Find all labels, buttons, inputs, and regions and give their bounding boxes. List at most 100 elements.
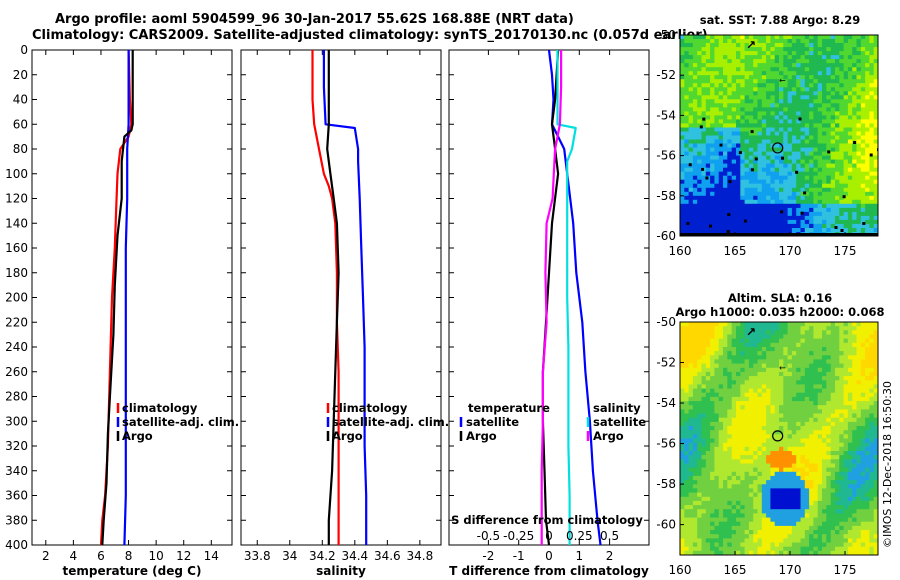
sst_map-pixel: [860, 123, 866, 128]
sst_map-pixel: [796, 159, 802, 165]
sla_map-pixel: [830, 530, 836, 535]
sst_map-pixel: [800, 115, 806, 120]
sst_map-pixel: [680, 131, 685, 137]
sst_map-pixel: [757, 71, 763, 76]
sst_map-pixel: [753, 51, 759, 56]
sla_map-pixel: [692, 409, 698, 415]
sla_map-pixel: [809, 509, 814, 514]
sst_map-pixel: [774, 75, 780, 80]
sst_map-pixel: [865, 99, 870, 104]
sla_map-pixel: [744, 430, 750, 435]
sla_map-pixel: [680, 438, 685, 444]
sla_map-pixel: [783, 359, 789, 365]
sst_map-pixel: [852, 43, 858, 48]
sla_map-pixel: [731, 380, 737, 386]
sla_map-pixel: [680, 434, 685, 440]
sla_map-pixel: [809, 430, 814, 435]
sst_map-pixel: [774, 135, 780, 141]
sst_map-missing-pixel: [738, 151, 742, 155]
sst_map-pixel: [860, 103, 866, 108]
sst_map-pixel: [744, 151, 750, 157]
sla_map-pixel: [731, 463, 737, 469]
sla_map-pixel: [727, 426, 733, 431]
sst_map-pixel: [736, 131, 741, 137]
sst_map-pixel: [779, 147, 784, 153]
sla_map-pixel: [736, 351, 741, 356]
track-mark: ←: [779, 76, 786, 85]
sla_map-pixel: [770, 330, 776, 336]
sst_map-pixel: [796, 39, 802, 44]
sst_map-pixel: [804, 175, 810, 181]
sla_map-pixel: [826, 384, 832, 390]
sla_map-pixel: [680, 363, 685, 369]
sst_map-pixel: [830, 228, 836, 233]
sst_map-pixel: [688, 111, 694, 116]
sla_map-pixel: [830, 480, 836, 485]
sst_map-pixel: [753, 207, 759, 213]
sst_map-pixel: [787, 123, 793, 128]
x-tick-label: 34.8: [407, 549, 434, 563]
sst_map-pixel: [856, 99, 862, 104]
sst_map-pixel: [770, 75, 776, 80]
sst_map-pixel: [701, 55, 707, 60]
sst_map-pixel: [835, 35, 840, 40]
sst_map-pixel: [800, 131, 806, 137]
sst_map-pixel: [697, 47, 703, 52]
sst_map-pixel: [856, 199, 862, 205]
sla_map-pixel: [817, 396, 823, 402]
sla_map-pixel: [826, 413, 832, 419]
sla_map-pixel: [830, 405, 836, 410]
sla_map-pixel: [744, 446, 750, 452]
sst_map-pixel: [804, 99, 810, 104]
sla_map-pixel: [757, 434, 763, 440]
sst_map-pixel: [723, 127, 728, 133]
sla_map-pixel: [852, 442, 858, 448]
sla_map-pixel: [680, 355, 685, 361]
sst_map-pixel: [835, 55, 840, 60]
sst_map-pixel: [860, 151, 866, 157]
sst_map-pixel: [766, 151, 771, 157]
sst_map-pixel: [813, 75, 819, 80]
sla_map-pixel: [753, 534, 759, 539]
sla_map-pixel: [684, 500, 690, 506]
sla_map-pixel: [761, 480, 767, 485]
sst_map-pixel: [873, 63, 878, 68]
sla_map-pixel: [809, 426, 814, 431]
sst_map-pixel: [723, 147, 728, 153]
sla_map-pixel: [822, 342, 827, 348]
sla_map-pixel: [822, 509, 827, 514]
sst_map-pixel: [714, 39, 720, 44]
sst_map-pixel: [744, 228, 750, 233]
sla_map-pixel: [680, 455, 685, 460]
sst_map-pixel: [783, 171, 789, 177]
sla_map-pixel: [714, 401, 720, 406]
sst_map-pixel: [688, 131, 694, 137]
sla_map-pixel: [796, 438, 802, 444]
sst_map-pixel: [774, 119, 780, 124]
sla_map-pixel: [680, 371, 685, 377]
sla_map-pixel: [796, 371, 802, 377]
sla_map-pixel: [761, 496, 767, 502]
sla_map-pixel: [860, 471, 866, 477]
sst_map-pixel: [684, 35, 690, 40]
sla_map-pixel: [744, 509, 750, 514]
sla_map-pixel: [783, 388, 789, 394]
sla_map-pixel: [869, 401, 875, 406]
sst_map-pixel: [826, 111, 832, 116]
sla_map-pixel: [869, 438, 875, 444]
sst_map-pixel: [761, 228, 767, 233]
sla_map-pixel: [787, 500, 793, 506]
sst_map-pixel: [701, 139, 707, 145]
sla_map-pixel: [774, 430, 780, 435]
sst_map-pixel: [684, 147, 690, 153]
sla_map-pixel: [787, 421, 793, 427]
sst_map-pixel: [740, 167, 746, 173]
sla_map-pixel: [697, 367, 703, 373]
sst_map-pixel: [813, 83, 819, 88]
sla_map-pixel: [701, 371, 707, 377]
sst_map-pixel: [865, 111, 870, 116]
sst_map-pixel: [705, 199, 711, 205]
sst_map-pixel: [791, 219, 797, 225]
sla_map-pixel: [813, 396, 819, 402]
sst_map-pixel: [731, 223, 737, 229]
